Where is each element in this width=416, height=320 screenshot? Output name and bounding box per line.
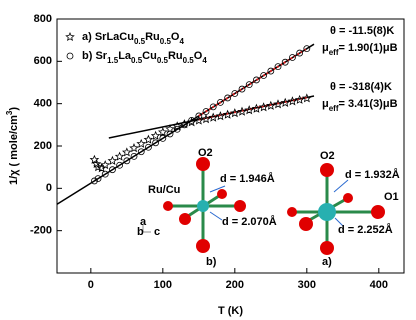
data-point: [109, 157, 117, 164]
chart: 0 100 200 300 400 -200 0 200 400 600 800 T (K) 1/χ (…: [0, 0, 416, 320]
y-tick-label: 200: [34, 140, 52, 152]
annotation: a): [322, 256, 332, 268]
x-tick-label: 100: [154, 279, 172, 291]
annotation: d = 1.932Å: [345, 168, 400, 181]
annotation: θ = -11.5(8)K: [330, 25, 394, 37]
y-axis-title: 1/χ ( mole/cm3): [5, 107, 20, 185]
y-tick-label: 800: [34, 13, 52, 25]
legend-marker: [67, 53, 73, 59]
y-tick-label: 0: [46, 182, 52, 194]
annotation: Ru/Cu: [148, 184, 180, 196]
annotation: μeff= 3.41(3)μB: [322, 98, 398, 113]
data-point: [152, 132, 160, 139]
annotation: d = 2.252Å: [338, 223, 393, 236]
annotation: O2: [198, 147, 213, 159]
annotation: O2: [320, 150, 335, 162]
inset-structure-b: [143, 157, 246, 253]
annotation: b: [137, 226, 144, 238]
y-tick-label: 400: [34, 98, 52, 110]
data-point: [123, 148, 131, 155]
legend-label: b) Sr1.5La0.5Cu0.5Ru0.5O4: [82, 50, 207, 65]
x-tick-label: 300: [298, 279, 316, 291]
annotation: b): [206, 256, 217, 268]
data-point: [137, 140, 145, 147]
annotation: d = 2.070Å: [222, 215, 277, 228]
page: {"chart_data": { "type": "scatter", "x_l…: [0, 0, 416, 320]
annotation: θ = -318(4)K: [330, 81, 392, 93]
annotation: μeff= 1.90(1)μB: [322, 42, 398, 57]
x-tick-label: 0: [88, 279, 94, 291]
annotation: d = 1.946Å: [220, 172, 275, 185]
y-tick-label: 600: [34, 55, 52, 67]
legend-label: a) SrLaCu0.5Ru0.5O4: [82, 31, 184, 46]
x-tick-label: 200: [226, 279, 244, 291]
annotation: O1: [384, 191, 399, 203]
data-point: [116, 153, 124, 160]
data-point: [145, 136, 153, 143]
legend-marker: [66, 33, 74, 40]
data-point: [130, 144, 138, 151]
x-axis-title: T (K): [218, 305, 243, 317]
annotation: c: [154, 226, 160, 238]
data-point: [101, 161, 109, 168]
x-tick-label: 400: [370, 279, 388, 291]
y-tick-label: -200: [30, 225, 52, 237]
